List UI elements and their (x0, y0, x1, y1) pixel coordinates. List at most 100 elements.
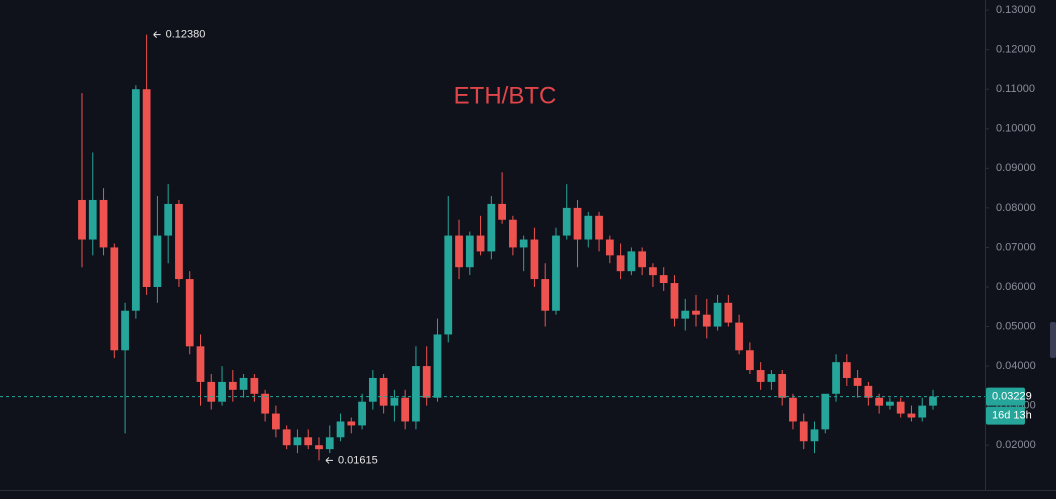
candle-body (121, 310, 129, 351)
candle-body (929, 396, 937, 406)
candle-body (853, 377, 862, 386)
candle-body (907, 413, 916, 418)
candle-body (325, 437, 334, 450)
candle-body (88, 199, 97, 240)
candle-body (239, 377, 248, 390)
y-tick-label: 0.12000 (996, 44, 1036, 56)
y-tick-label: 0.13000 (996, 4, 1036, 16)
candle-body (228, 381, 237, 390)
candle-body (842, 362, 851, 378)
y-tick-label: 0.05000 (996, 320, 1036, 332)
candle-body (379, 377, 388, 406)
candle-body (498, 203, 506, 220)
candle-body (821, 393, 830, 430)
candle-body (767, 374, 776, 382)
candle-body (702, 314, 711, 327)
candle-body (713, 302, 722, 327)
candle-body (605, 239, 614, 256)
candle-body (412, 366, 420, 422)
candle-body (358, 401, 366, 426)
candle-body (164, 203, 173, 236)
y-tick-label: 0.07000 (996, 241, 1036, 253)
candle-body (293, 437, 302, 446)
candle-body (509, 219, 517, 248)
candle-body (616, 255, 625, 272)
y-tick-label: 0.08000 (996, 202, 1036, 214)
candle-body (864, 385, 873, 398)
candle-body (756, 370, 765, 382)
candle-body (778, 374, 787, 398)
chart-title: ETH/BTC (454, 82, 557, 109)
last-price-label: 0.03229 (992, 390, 1032, 402)
candle-body (476, 235, 485, 252)
candle-body (465, 235, 474, 268)
candle-body (627, 251, 636, 272)
y-tick-label: 0.04000 (996, 360, 1036, 372)
candle-body (745, 350, 754, 371)
candle-body (175, 203, 183, 280)
candle-body (336, 421, 345, 438)
candle-body (272, 413, 280, 430)
candle-body (368, 377, 377, 402)
candle-body (670, 283, 679, 319)
annotation-label: 0.01615 (338, 454, 378, 466)
candle-body (196, 346, 205, 382)
candle-body (487, 203, 496, 252)
y-tick-label: 0.06000 (996, 281, 1036, 293)
candle-body (595, 215, 603, 240)
candle-body (433, 334, 442, 398)
candle-body (519, 239, 528, 248)
annotation-arrow (325, 457, 333, 464)
countdown-box (986, 406, 1025, 425)
y-tick-label: 0.10000 (996, 123, 1036, 135)
candle-body (681, 310, 690, 319)
candle-body (552, 235, 560, 311)
candle-body (99, 199, 108, 248)
last-price-box (986, 387, 1025, 406)
candle-body (218, 381, 226, 402)
candle-body (153, 235, 162, 287)
candle-body (810, 429, 819, 442)
candle-body (282, 429, 291, 446)
candle-body (832, 362, 840, 394)
candle-body (261, 393, 270, 414)
y-tick-label: 0.11000 (996, 83, 1035, 95)
candle-body (724, 302, 733, 323)
candle-body (875, 397, 884, 406)
candle-body (918, 405, 927, 418)
candle-body (530, 239, 539, 280)
y-tick-label: 0.09000 (996, 162, 1036, 174)
candle-body (207, 381, 216, 402)
candle-body (692, 310, 700, 315)
candle-body (735, 322, 743, 351)
candle-body (789, 397, 797, 422)
candle-body (250, 377, 259, 394)
candle-body (422, 366, 431, 398)
candle-body (659, 275, 668, 284)
candle-body (584, 215, 593, 240)
y-tick-label: 0.02000 (996, 439, 1036, 451)
candle-body (444, 235, 453, 335)
candle-body (896, 401, 905, 414)
candle-body (562, 207, 571, 236)
candle-body (649, 267, 657, 276)
candle-body (455, 235, 463, 268)
candle-body (110, 247, 119, 351)
candle-body (185, 279, 194, 347)
side-tab[interactable] (1050, 322, 1056, 358)
candle-body (541, 279, 550, 311)
candle-body (573, 207, 582, 240)
candle-body (315, 445, 323, 450)
candle-body (886, 401, 894, 406)
countdown-label: 16d 13h (992, 409, 1032, 421)
candle-body (390, 397, 399, 406)
candle-body (799, 421, 808, 442)
annotation-arrow (153, 31, 161, 38)
candle-body (78, 199, 86, 240)
annotation-label: 0.12380 (166, 29, 206, 41)
candle-body (131, 89, 140, 311)
candle-body (347, 421, 356, 426)
candle-body (401, 397, 410, 422)
candle-body (304, 437, 313, 446)
